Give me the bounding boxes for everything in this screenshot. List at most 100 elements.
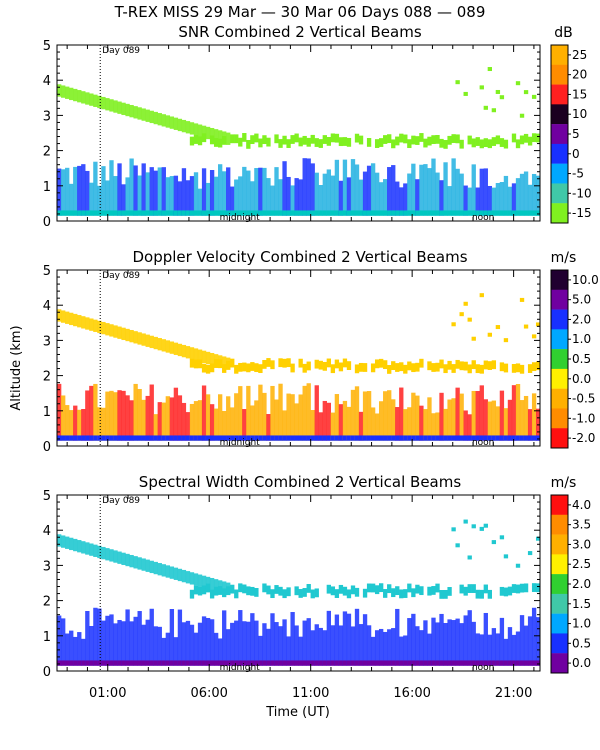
heatmap-cell <box>362 614 368 666</box>
heatmap-cell <box>218 138 223 148</box>
heatmap-cell <box>222 210 227 216</box>
heatmap-cell <box>105 391 110 441</box>
heatmap-cell <box>306 383 311 441</box>
heatmap-cell <box>483 168 488 216</box>
heatmap-cell <box>201 616 207 666</box>
heatmap-cell <box>254 133 259 143</box>
colorbar-segment <box>551 183 568 204</box>
heatmap-cell <box>487 401 492 441</box>
heatmap-cell <box>330 625 336 666</box>
heatmap-cell <box>419 405 424 441</box>
heatmap-cell <box>403 660 408 666</box>
heatmap-cell <box>471 621 476 666</box>
heatmap-cell <box>354 660 360 666</box>
heatmap-cell <box>374 359 380 369</box>
heatmap-area <box>57 519 541 666</box>
heatmap-cell <box>463 410 468 441</box>
heatmap-cell <box>515 563 521 568</box>
heatmap-cell <box>201 575 207 589</box>
colorbar: 25 20 15 10 5 0 -5 -10 -15 dB <box>550 25 592 224</box>
heatmap-cell <box>519 660 525 666</box>
heatmap-cell <box>161 564 166 577</box>
heatmap-cell <box>262 210 267 216</box>
heatmap-cell <box>495 210 501 216</box>
heatmap-cell <box>431 413 436 441</box>
heatmap-cell <box>511 183 517 216</box>
colorbar-segment <box>551 104 568 125</box>
heatmap-cell <box>258 660 263 666</box>
heatmap-cell <box>226 210 231 216</box>
heatmap-cell <box>338 660 344 666</box>
y-tick-label: 0 <box>43 665 51 680</box>
heatmap-cell <box>527 136 533 146</box>
heatmap-cell <box>246 586 251 596</box>
heatmap-cell <box>274 167 279 216</box>
heatmap-cell <box>266 585 271 595</box>
heatmap-cell <box>169 176 175 216</box>
heatmap-cell <box>298 435 303 441</box>
heatmap-cell <box>213 408 219 441</box>
heatmap-cell <box>117 101 122 114</box>
heatmap-cell <box>487 210 492 216</box>
heatmap-cell <box>407 435 412 441</box>
heatmap-cell <box>137 107 142 120</box>
heatmap-cell <box>330 586 336 596</box>
heatmap-cell <box>137 332 142 345</box>
heatmap-cell <box>213 435 219 441</box>
heatmap-cell <box>334 589 340 598</box>
heatmap-cell <box>531 607 537 666</box>
heatmap-cell <box>294 133 299 143</box>
heatmap-cell <box>439 180 444 216</box>
heatmap-cell <box>491 210 497 216</box>
heatmap-cell <box>101 210 106 216</box>
heatmap-cell <box>383 135 388 144</box>
heatmap-cell <box>427 660 432 666</box>
heatmap-cell <box>334 159 340 216</box>
heatmap-cell <box>201 210 207 216</box>
heatmap-cell <box>354 435 360 441</box>
heatmap-cell <box>459 361 464 371</box>
heatmap-cell <box>69 435 74 441</box>
heatmap-cell <box>153 414 158 441</box>
heatmap-cell <box>310 435 315 441</box>
heatmap-cell <box>266 178 271 216</box>
heatmap-cell <box>129 621 134 666</box>
heatmap-cell <box>314 210 319 216</box>
heatmap-cell <box>455 80 460 85</box>
heatmap-cell <box>250 660 255 666</box>
heatmap-cell <box>125 177 130 216</box>
heatmap-cell <box>318 660 323 666</box>
heatmap-cell <box>379 182 384 216</box>
heatmap-cell <box>358 435 364 441</box>
heatmap-cell <box>455 134 460 144</box>
heatmap-cell <box>467 610 472 666</box>
plot-frame <box>56 44 541 222</box>
heatmap-cell <box>511 210 517 216</box>
heatmap-cell <box>527 364 533 373</box>
colorbar-label: 4.0 <box>572 498 591 512</box>
heatmap-cell <box>230 134 235 144</box>
heatmap-cell <box>519 435 525 441</box>
heatmap-cell <box>362 363 368 372</box>
heatmap-cell <box>330 412 336 441</box>
heatmap-cell <box>238 210 243 216</box>
heatmap-cell <box>362 435 368 441</box>
heatmap-cell <box>471 390 476 441</box>
heatmap-cell <box>85 390 90 441</box>
heatmap-cell <box>169 435 175 441</box>
heatmap-cell <box>89 210 94 216</box>
heatmap-cell <box>467 364 472 374</box>
heatmap-cell <box>270 360 275 370</box>
heatmap-cell <box>89 182 94 216</box>
snr-panel: SNR Combined 2 Vertical Beams 0 1 2 3 4 5 Day 0… <box>43 23 592 230</box>
heatmap-cell <box>374 413 380 441</box>
heatmap-cell <box>209 127 215 141</box>
heatmap-cell <box>246 210 251 216</box>
heatmap-cell <box>65 405 70 441</box>
heatmap-cell <box>173 435 179 441</box>
heatmap-cell <box>73 405 78 441</box>
heatmap-cell <box>238 137 243 147</box>
heatmap-cell <box>483 138 488 148</box>
doppler-velocity-panel: Doppler Velocity Combined 2 Vertical Bea… <box>43 248 599 455</box>
heatmap-cell <box>250 362 255 371</box>
